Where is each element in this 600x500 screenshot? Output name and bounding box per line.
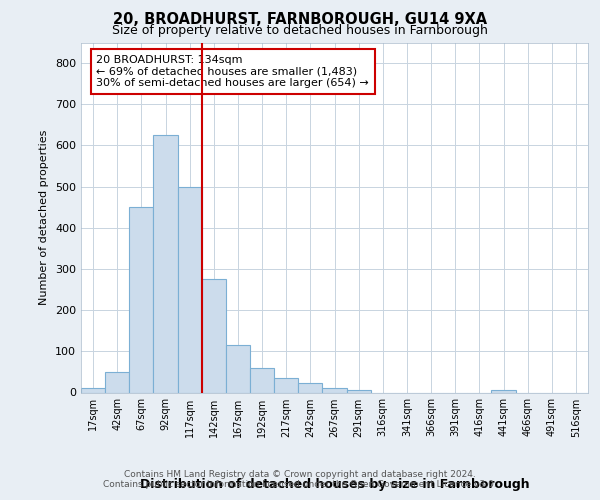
Bar	[81, 388, 105, 392]
Bar	[298, 384, 322, 392]
Text: 20 BROADHURST: 134sqm
← 69% of detached houses are smaller (1,483)
30% of semi-d: 20 BROADHURST: 134sqm ← 69% of detached …	[96, 55, 369, 88]
Bar	[347, 390, 371, 392]
Bar	[226, 345, 250, 393]
Text: Contains public sector information licensed under the Open Government Licence v3: Contains public sector information licen…	[103, 480, 497, 489]
Bar	[178, 186, 202, 392]
Bar	[250, 368, 274, 392]
Text: 20, BROADHURST, FARNBOROUGH, GU14 9XA: 20, BROADHURST, FARNBOROUGH, GU14 9XA	[113, 12, 487, 28]
Bar	[491, 390, 515, 392]
Bar	[322, 388, 347, 392]
Bar	[105, 372, 129, 392]
Text: Size of property relative to detached houses in Farnborough: Size of property relative to detached ho…	[112, 24, 488, 37]
X-axis label: Distribution of detached houses by size in Farnborough: Distribution of detached houses by size …	[140, 478, 529, 492]
Bar	[274, 378, 298, 392]
Bar	[129, 207, 154, 392]
Y-axis label: Number of detached properties: Number of detached properties	[40, 130, 49, 305]
Bar	[202, 280, 226, 392]
Text: Contains HM Land Registry data © Crown copyright and database right 2024.: Contains HM Land Registry data © Crown c…	[124, 470, 476, 479]
Bar	[154, 135, 178, 392]
